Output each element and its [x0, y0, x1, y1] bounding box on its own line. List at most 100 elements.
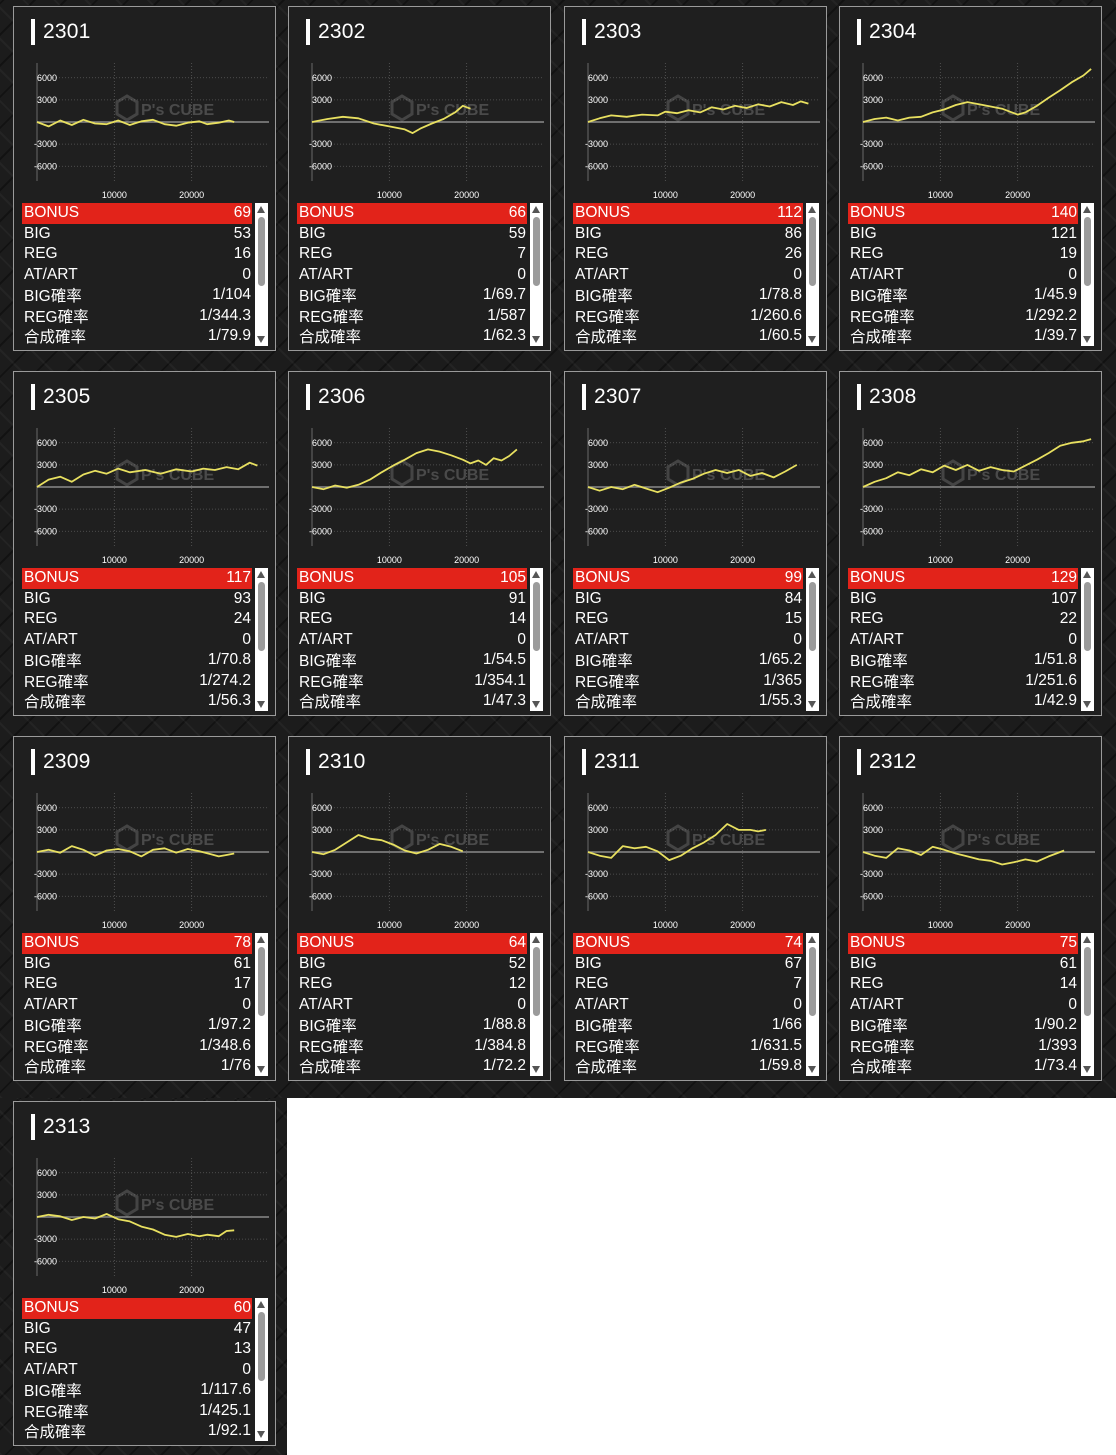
scroll-down-arrow-icon[interactable] [1083, 1066, 1091, 1073]
stat-value: 1/344.3 [199, 306, 251, 324]
machine-card[interactable]: 2302 6000 3000 -3000 -6000 10000 20000 P's CUBE… [288, 6, 551, 351]
scroll-thumb[interactable] [258, 217, 265, 286]
stats-table[interactable]: BONUS 75 BIG 61 REG 14 AT/ART 0 BIG確率 1/90.2 REG確率… [848, 933, 1094, 1076]
scroll-thumb[interactable] [1084, 947, 1091, 1016]
stats-table[interactable]: BONUS 112 BIG 86 REG 26 AT/ART 0 BIG確率 1/78.8 REG確… [573, 203, 819, 346]
scroll-down-arrow-icon[interactable] [532, 336, 540, 343]
machine-card[interactable]: 2303 6000 3000 -3000 -6000 10000 20000 P's CUBE… [564, 6, 827, 351]
scroll-thumb[interactable] [533, 947, 540, 1016]
scroll-down-arrow-icon[interactable] [1083, 336, 1091, 343]
stats-table[interactable]: BONUS 74 BIG 67 REG 7 AT/ART 0 BIG確率 1/66 REG確率 1/6… [573, 933, 819, 1076]
scroll-down-arrow-icon[interactable] [808, 1066, 816, 1073]
machine-card[interactable]: 2301 6000 3000 -3000 -6000 10000 20000 P's CUBE… [13, 6, 276, 351]
scroll-thumb[interactable] [258, 582, 265, 651]
stat-row: AT/ART 0 [297, 630, 527, 651]
scroll-down-arrow-icon[interactable] [257, 1431, 265, 1438]
watermark-logo: P's CUBE [390, 824, 489, 852]
stats-scrollbar[interactable] [806, 568, 819, 711]
stat-value: 1/76 [220, 1057, 251, 1075]
scroll-down-arrow-icon[interactable] [257, 336, 265, 343]
scroll-down-arrow-icon[interactable] [808, 336, 816, 343]
scroll-thumb[interactable] [1084, 217, 1091, 286]
scroll-up-arrow-icon[interactable] [808, 936, 816, 943]
scroll-up-arrow-icon[interactable] [1083, 936, 1091, 943]
stats-table[interactable]: BONUS 66 BIG 59 REG 7 AT/ART 0 BIG確率 1/69.7 REG確率 1… [297, 203, 543, 346]
stats-table[interactable]: BONUS 140 BIG 121 REG 19 AT/ART 0 BIG確率 1/45.9 REG… [848, 203, 1094, 346]
scroll-thumb[interactable] [533, 217, 540, 286]
stats-table[interactable]: BONUS 78 BIG 61 REG 17 AT/ART 0 BIG確率 1/97.2 REG確率… [22, 933, 268, 1076]
bonus-row: BONUS 64 [297, 933, 527, 954]
stat-row: REG確率 1/260.6 [573, 306, 803, 327]
stats-table[interactable]: BONUS 105 BIG 91 REG 14 AT/ART 0 BIG確率 1/54.5 REG確… [297, 568, 543, 711]
scroll-down-arrow-icon[interactable] [808, 701, 816, 708]
machine-card[interactable]: 2313 6000 3000 -3000 -6000 10000 20000 P's CUBE… [13, 1101, 276, 1446]
stats-table[interactable]: BONUS 129 BIG 107 REG 22 AT/ART 0 BIG確率 1/51.8 REG… [848, 568, 1094, 711]
scroll-up-arrow-icon[interactable] [808, 571, 816, 578]
stats-scrollbar[interactable] [806, 933, 819, 1076]
stats-scrollbar[interactable] [530, 933, 543, 1076]
machine-card[interactable]: 2310 6000 3000 -3000 -6000 10000 20000 P's CUBE… [288, 736, 551, 1081]
stat-label: BONUS [299, 204, 355, 222]
scroll-down-arrow-icon[interactable] [257, 1066, 265, 1073]
machine-card[interactable]: 2311 6000 3000 -3000 -6000 10000 20000 P's CUBE… [564, 736, 827, 1081]
y-tick-label: -6000 [309, 526, 332, 536]
stats-scrollbar[interactable] [255, 568, 268, 711]
machine-card[interactable]: 2309 6000 3000 -3000 -6000 10000 20000 P's CUBE… [13, 736, 276, 1081]
stats-table[interactable]: BONUS 99 BIG 84 REG 15 AT/ART 0 BIG確率 1/65.2 REG確率… [573, 568, 819, 711]
scroll-down-arrow-icon[interactable] [532, 701, 540, 708]
scroll-up-arrow-icon[interactable] [1083, 206, 1091, 213]
machine-card[interactable]: 2308 6000 3000 -3000 -6000 10000 20000 P's CUBE… [839, 371, 1102, 716]
stats-scrollbar[interactable] [1081, 203, 1094, 346]
stat-label: AT/ART [24, 630, 78, 648]
stats-scrollbar[interactable] [530, 568, 543, 711]
scroll-up-arrow-icon[interactable] [532, 206, 540, 213]
stat-value: 7 [793, 975, 802, 993]
stats-scrollbar[interactable] [255, 203, 268, 346]
stat-value: 107 [1051, 589, 1077, 607]
scroll-thumb[interactable] [258, 1312, 265, 1381]
stats-table[interactable]: BONUS 64 BIG 52 REG 12 AT/ART 0 BIG確率 1/88.8 REG確率… [297, 933, 543, 1076]
stats-scrollbar[interactable] [530, 203, 543, 346]
scroll-thumb[interactable] [809, 947, 816, 1016]
scroll-thumb[interactable] [258, 947, 265, 1016]
stats-table[interactable]: BONUS 60 BIG 47 REG 13 AT/ART 0 BIG確率 1/117.6 REG確… [22, 1298, 268, 1441]
stats-scrollbar[interactable] [1081, 933, 1094, 1076]
scroll-down-arrow-icon[interactable] [257, 701, 265, 708]
scroll-up-arrow-icon[interactable] [257, 936, 265, 943]
stats-scrollbar[interactable] [255, 933, 268, 1076]
stat-label: 合成確率 [850, 329, 913, 347]
stat-value: 84 [784, 589, 802, 607]
scroll-thumb[interactable] [533, 582, 540, 651]
stats-scrollbar[interactable] [255, 1298, 268, 1441]
x-tick-label: 10000 [377, 555, 402, 565]
scroll-thumb[interactable] [809, 217, 816, 286]
scroll-up-arrow-icon[interactable] [808, 206, 816, 213]
stat-value: 26 [784, 245, 802, 263]
stats-scrollbar[interactable] [1081, 568, 1094, 711]
stats-scrollbar[interactable] [806, 203, 819, 346]
machine-card[interactable]: 2306 6000 3000 -3000 -6000 10000 20000 P's CUBE… [288, 371, 551, 716]
machine-card[interactable]: 2304 6000 3000 -3000 -6000 10000 20000 P's CUBE… [839, 6, 1102, 351]
machine-card[interactable]: 2312 6000 3000 -3000 -6000 10000 20000 P's CUBE… [839, 736, 1102, 1081]
scroll-down-arrow-icon[interactable] [1083, 701, 1091, 708]
scroll-up-arrow-icon[interactable] [257, 1301, 265, 1308]
machine-card[interactable]: 2307 6000 3000 -3000 -6000 10000 20000 P's CUBE… [564, 371, 827, 716]
scroll-up-arrow-icon[interactable] [257, 571, 265, 578]
payout-line [36, 1213, 235, 1238]
scroll-up-arrow-icon[interactable] [532, 936, 540, 943]
stat-row: BIG確率 1/97.2 [22, 1015, 252, 1036]
scroll-down-arrow-icon[interactable] [532, 1066, 540, 1073]
scroll-up-arrow-icon[interactable] [1083, 571, 1091, 578]
stat-label: 合成確率 [850, 1059, 913, 1077]
stat-value: 1/90.2 [1033, 1016, 1077, 1034]
stat-label: 合成確率 [575, 329, 638, 347]
machine-card[interactable]: 2305 6000 3000 -3000 -6000 10000 20000 P's CUBE… [13, 371, 276, 716]
scroll-thumb[interactable] [1084, 582, 1091, 651]
scroll-up-arrow-icon[interactable] [257, 206, 265, 213]
scroll-up-arrow-icon[interactable] [532, 571, 540, 578]
stats-table[interactable]: BONUS 69 BIG 53 REG 16 AT/ART 0 BIG確率 1/104 REG確率 1… [22, 203, 268, 346]
stats-table[interactable]: BONUS 117 BIG 93 REG 24 AT/ART 0 BIG確率 1/70.8 REG確… [22, 568, 268, 711]
scroll-thumb[interactable] [809, 582, 816, 651]
machine-number: 2310 [318, 750, 366, 773]
y-tick-label: 3000 [588, 95, 608, 105]
